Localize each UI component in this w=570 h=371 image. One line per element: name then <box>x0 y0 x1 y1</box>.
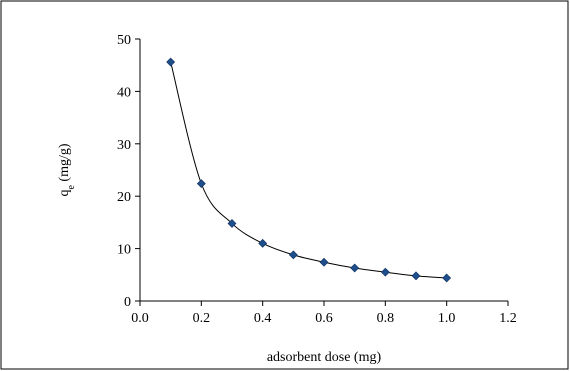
y-tick-label: 10 <box>117 243 131 258</box>
y-axis-ticks: 0 10 20 30 40 50 <box>117 33 140 310</box>
y-axis-label-unit: (mg/g) <box>57 143 72 185</box>
data-point-marker <box>288 250 298 260</box>
x-tick-label: 1.0 <box>438 311 456 326</box>
data-point-marker <box>227 219 237 228</box>
x-tick-label: 0.8 <box>377 311 395 326</box>
x-tick-label: 0.2 <box>193 311 211 326</box>
data-point-marker <box>319 257 329 267</box>
data-point-marker <box>350 263 360 273</box>
data-point-marker <box>380 267 390 277</box>
y-axis-label-subscript: e <box>66 185 77 190</box>
y-tick-label: 0 <box>124 295 131 310</box>
data-point-marker <box>411 271 421 281</box>
fitted-curve <box>170 61 447 279</box>
x-tick-label: 0.4 <box>254 311 272 326</box>
x-tick-label: 0.0 <box>131 311 149 326</box>
y-tick-label: 50 <box>117 33 131 48</box>
x-axis-ticks: 0.0 0.2 0.4 0.6 0.8 1.0 1.2 <box>131 301 517 326</box>
y-axis-label: qe (mg/g) <box>57 143 77 196</box>
data-point-marker <box>166 57 176 67</box>
data-point-marker <box>258 238 268 248</box>
data-point-marker <box>442 273 452 283</box>
x-tick-label: 0.6 <box>315 311 333 326</box>
x-axis-label: adsorbent dose (mg) <box>267 350 382 365</box>
y-tick-label: 40 <box>117 85 131 100</box>
y-tick-label: 30 <box>117 138 131 153</box>
x-tick-label: 1.2 <box>499 311 517 326</box>
y-tick-label: 20 <box>117 190 131 205</box>
y-axis-label-main: q <box>57 190 72 197</box>
data-points <box>166 57 452 283</box>
data-point-marker <box>196 179 206 189</box>
